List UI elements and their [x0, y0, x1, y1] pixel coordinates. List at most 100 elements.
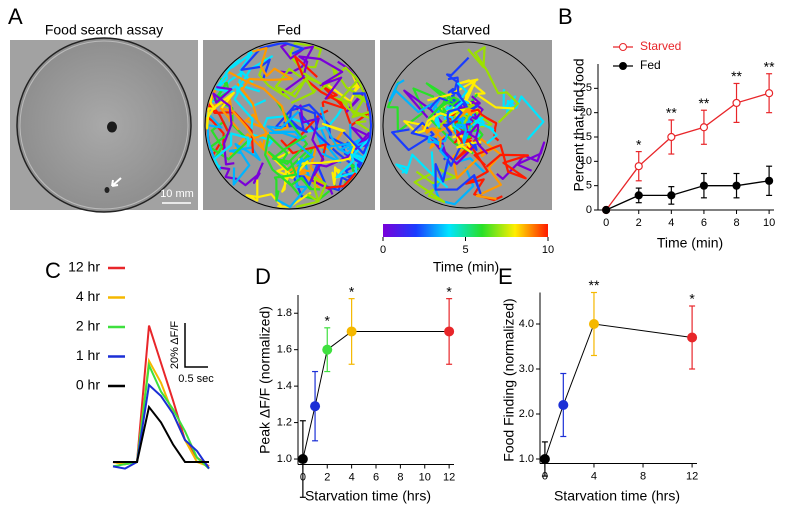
- trajectory: [333, 68, 370, 119]
- legend-label: 0 hr: [76, 377, 100, 393]
- legend-label: Starved: [640, 39, 681, 53]
- trajectory: [496, 141, 546, 180]
- significance: *: [446, 283, 452, 299]
- tracks: [386, 46, 546, 206]
- trajectory: [502, 89, 545, 141]
- marker: [699, 181, 709, 190]
- x-tick-label: 0: [603, 217, 609, 229]
- trace: [113, 404, 209, 463]
- y-tick-label: 5: [586, 180, 592, 192]
- marker: [732, 98, 741, 108]
- trajectory: [266, 110, 306, 142]
- x-tick-label: 12: [443, 471, 455, 483]
- scale-bar-label: 0.5 sec: [178, 373, 214, 385]
- marker: [602, 205, 611, 215]
- x-tick-label: 4: [668, 217, 674, 229]
- marker: [310, 401, 321, 412]
- trajectory: [351, 90, 372, 133]
- trajectory: [236, 82, 268, 149]
- trajectory: [417, 109, 468, 134]
- dish-outline: [204, 40, 374, 210]
- trajectory: [473, 144, 530, 180]
- legend-label: 2 hr: [76, 318, 100, 334]
- trajectory: [280, 109, 329, 163]
- trajectory: [395, 151, 448, 188]
- y-tick-label: 1.8: [277, 307, 292, 319]
- y-tick-label: 25: [580, 82, 592, 94]
- panel-letter: A: [8, 4, 23, 29]
- trajectory: [271, 134, 308, 202]
- trajectory: [233, 84, 274, 148]
- significance: **: [698, 95, 709, 111]
- trajectory: [281, 55, 344, 101]
- trajectory: [475, 136, 502, 200]
- y-tick-label: 20: [580, 107, 592, 119]
- y-axis-label: Peak ΔF/F (normalized): [257, 306, 273, 454]
- y-tick-label: 4.0: [519, 318, 534, 330]
- colorbar-tick-label: 0: [380, 244, 386, 256]
- trajectory: [438, 96, 460, 117]
- series-line: [605, 180, 770, 211]
- trajectory: [388, 79, 447, 118]
- trajectory: [241, 46, 294, 90]
- y-tick-label: 1.0: [519, 453, 534, 465]
- x-tick-label: 4: [591, 470, 597, 482]
- trajectory: [275, 141, 314, 208]
- trajectory: [245, 179, 312, 208]
- y-tick-label: 1.6: [277, 344, 292, 356]
- trajectory: [331, 166, 348, 186]
- y-axis-label: Percent that find food: [571, 58, 587, 191]
- x-tick-label: 2: [636, 217, 642, 229]
- image-title: Food search assay: [45, 22, 163, 38]
- x-tick-label: 6: [373, 471, 379, 483]
- scale-bar-label: 20% ΔF/F: [169, 321, 181, 370]
- assay-image: [10, 37, 198, 213]
- trajectory: [455, 123, 469, 144]
- trajectory: [297, 122, 356, 165]
- trajectory: [342, 92, 372, 155]
- x-axis-label: Starvation time (hrs): [554, 488, 680, 504]
- connector: [544, 323, 693, 460]
- colorbar-tick-label: 5: [462, 244, 468, 256]
- marker: [558, 400, 569, 410]
- marker: [732, 181, 741, 190]
- significance: *: [325, 313, 331, 329]
- colorbar-tick-label: 10: [542, 244, 554, 256]
- legend-label: 1 hr: [76, 347, 100, 363]
- series-line: [605, 92, 770, 211]
- trajectory: [206, 81, 235, 130]
- significance: *: [636, 136, 642, 152]
- scale-bar-label: 10 mm: [160, 188, 194, 200]
- trajectory: [432, 157, 488, 206]
- trajectory: [467, 46, 520, 124]
- trajectory: [211, 54, 274, 108]
- y-tick-label: 2.0: [519, 408, 534, 420]
- marker: [539, 454, 550, 464]
- y-tick-label: 10: [580, 155, 592, 167]
- trajectory: [277, 72, 322, 104]
- y-tick-label: 1.2: [277, 416, 292, 428]
- trajectory: [288, 42, 332, 91]
- y-tick-label: 3.0: [519, 363, 534, 375]
- trajectory: [460, 122, 489, 155]
- marker: [667, 191, 676, 200]
- marker: [765, 176, 774, 185]
- legend-marker: [619, 62, 627, 70]
- marker: [634, 162, 643, 171]
- marker: [444, 326, 455, 337]
- x-tick-label: 10: [763, 217, 775, 229]
- x-axis-label: Time (min): [657, 235, 723, 251]
- trajectory: [293, 55, 345, 110]
- trajectory: [422, 125, 448, 148]
- marker: [588, 319, 599, 329]
- trajectory: [427, 78, 515, 110]
- trajectory: [213, 132, 253, 169]
- significance: **: [764, 58, 775, 74]
- trace: [112, 361, 210, 470]
- panel-letter: C: [45, 258, 61, 283]
- marker: [667, 132, 676, 142]
- legend-marker: [619, 43, 627, 51]
- x-tick-label: 4: [349, 471, 355, 483]
- x-tick-label: 8: [733, 217, 739, 229]
- trajectory: [219, 87, 289, 140]
